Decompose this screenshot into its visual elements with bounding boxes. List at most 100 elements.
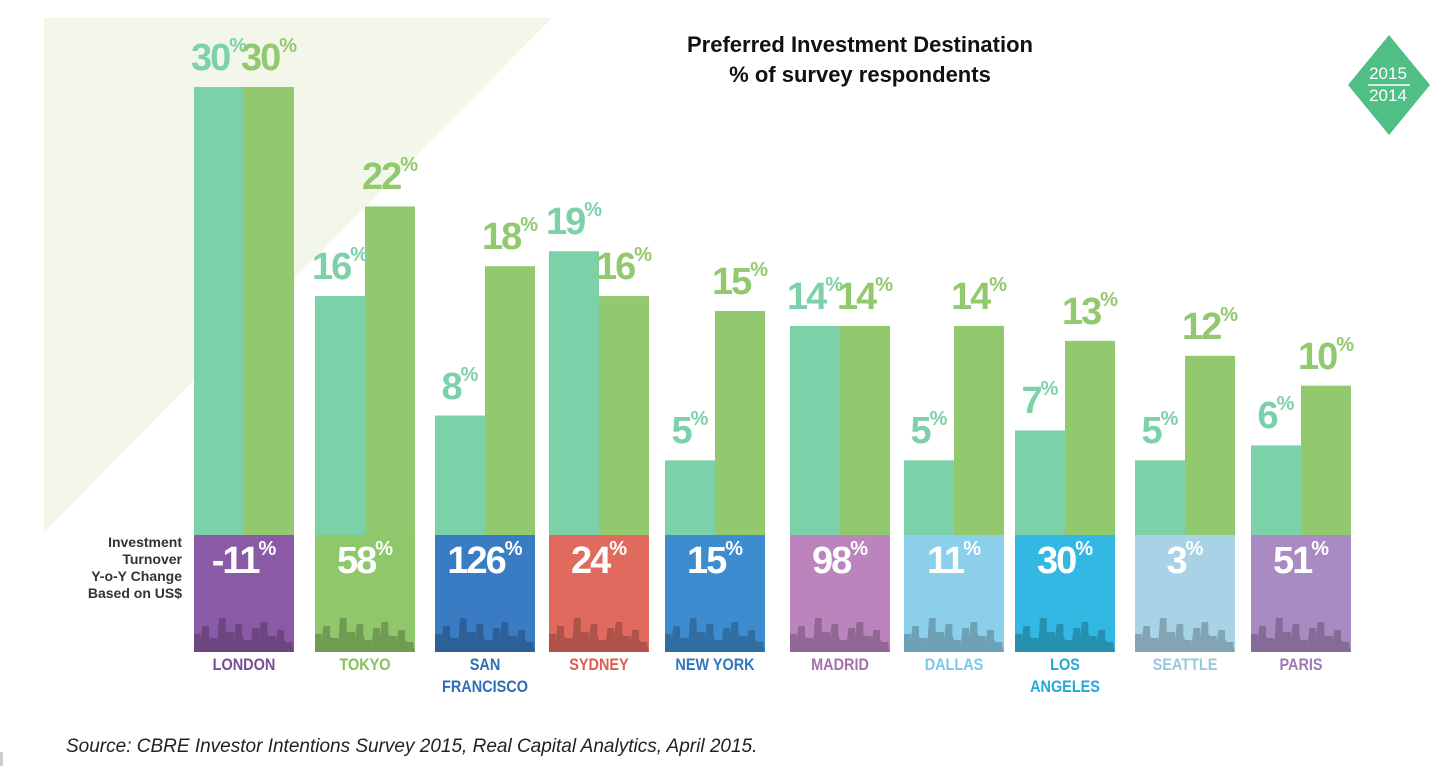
city-skyline [1251,618,1351,652]
bar-value-label-2015: 14% [786,273,844,318]
category-label-line: SYDNEY [569,655,629,674]
category-label-line: LONDON [212,655,276,674]
category-label-line: SEATTLE [1152,655,1218,674]
turnover-block [665,535,765,652]
legend-label-2015: 2015 [1369,64,1407,83]
bar-2014 [244,87,294,535]
bar-2014 [840,325,890,535]
bar-2015 [1135,460,1185,535]
bar-2015 [904,460,954,535]
bar-2014 [485,266,535,535]
category-label-line: NEW YORK [675,655,755,674]
turnover-label-line: Turnover [122,551,182,567]
category-label: DALLAS [903,654,1005,676]
category-label-line: MADRID [811,655,869,674]
bar-value-label-2015: 8% [441,363,479,408]
city-skyline [665,618,765,652]
turnover-label-line: Y-o-Y Change [91,568,182,584]
bar-value-label-2015: 5% [910,408,948,453]
category-label-line: PARIS [1279,655,1323,674]
bar-2014 [715,311,765,535]
city-skyline [1015,618,1115,652]
category-label: SAN FRANCISCO [434,654,536,698]
city-skyline [790,618,890,652]
turnover-axis-label: Investment Turnover Y-o-Y Change Based o… [40,534,182,602]
bar-value-label-2014: 22% [361,154,419,199]
legend-diamond [1348,35,1430,135]
turnover-label-line: Based on US$ [87,585,182,601]
chart-title: Preferred Investment Destination [687,32,1033,57]
category-label: LOS ANGELES [1014,654,1116,698]
category-label: SEATTLE [1134,654,1236,676]
bar-2015 [435,415,485,535]
bar-2015 [1251,445,1301,535]
category-label-line: DALLAS [924,655,984,674]
bar-value-label-2015: 30% [190,35,248,79]
city-skyline [549,618,649,652]
turnover-value-label: 3% [1166,538,1204,582]
category-label-line: LOS [1050,655,1080,674]
bar-value-label-2014: 18% [481,214,539,259]
bar-value-label-2014: 16% [595,244,653,289]
bar-value-label-2015: 7% [1021,378,1059,423]
bar-2015 [194,87,244,535]
bar-2015 [315,296,365,535]
category-label-line: SAN [469,655,501,674]
bar-2014 [1185,355,1235,535]
bar-2014 [1065,340,1115,535]
turnover-value-label: 15% [686,538,744,582]
turnover-block [790,535,890,652]
bar-value-label-2014: 14% [836,273,894,318]
turnover-block [1015,535,1115,652]
turnover-value-label: 126% [447,538,523,582]
bar-value-label-2015: 5% [671,408,709,453]
chart-subtitle: % of survey respondents [729,62,991,87]
bar-value-label-2015: 16% [311,244,369,289]
category-label-line: ANGELES [1030,677,1100,696]
category-label-line: FRANCISCO [442,677,528,696]
city-skyline [904,618,1004,652]
turnover-value-label: -11% [211,538,277,582]
bar-2014 [599,296,649,535]
legend-label-2014: 2014 [1369,86,1407,105]
category-label-line: TOKYO [339,655,391,674]
bar-2015 [549,251,599,535]
category-label: MADRID [789,654,891,676]
city-skyline [435,618,535,652]
turnover-block [549,535,649,652]
turnover-block [194,535,294,652]
city-skyline [1135,618,1235,652]
turnover-value-label: 11% [927,538,981,582]
bar-value-label-2014: 12% [1181,303,1239,348]
category-label: TOKYO [314,654,416,676]
bar-2014 [365,206,415,535]
bar-value-label-2014: 15% [711,259,769,303]
bar-value-label-2015: 6% [1257,393,1295,438]
bar-2015 [1015,430,1065,535]
turnover-block [435,535,535,652]
bar-2014 [954,325,1004,535]
bar-value-label-2014: 13% [1061,288,1119,333]
category-label: LONDON [193,654,295,676]
bar-value-label-2014: 14% [950,273,1008,318]
category-label: PARIS [1250,654,1352,676]
turnover-value-label: 24% [570,538,628,582]
turnover-block [1251,535,1351,652]
bar-2015 [790,325,840,535]
bar-2014 [1301,385,1351,535]
city-skyline [315,618,415,652]
city-skyline [194,618,294,652]
bar-value-label-2014: 10% [1297,333,1355,378]
category-label: SYDNEY [548,654,650,676]
category-label: NEW YORK [664,654,766,676]
turnover-label-line: Investment [108,534,182,550]
source-note: Source: CBRE Investor Intentions Survey … [66,736,758,757]
turnover-value-label: 51% [1272,538,1330,582]
edge-mark [0,752,3,766]
turnover-block [315,535,415,652]
bar-value-label-2015: 5% [1141,408,1179,453]
bar-value-label-2014: 30% [240,35,298,79]
